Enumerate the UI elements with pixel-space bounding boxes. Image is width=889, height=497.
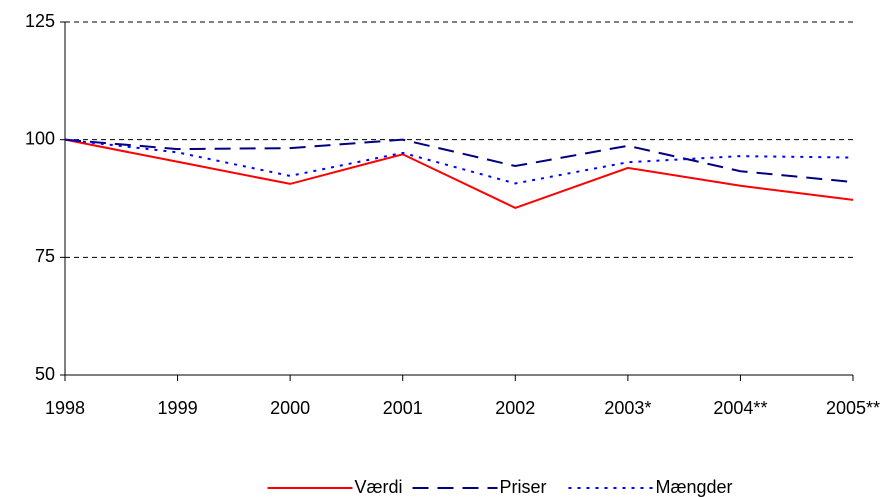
x-tick-label: 1998 xyxy=(45,398,85,418)
legend-label: Mængder xyxy=(656,477,733,497)
legend-label: Værdi xyxy=(355,477,403,497)
x-tick-label: 2003* xyxy=(604,398,651,418)
legend-label: Priser xyxy=(500,477,547,497)
x-tick-label: 2005** xyxy=(826,398,880,418)
data-line xyxy=(64,138,854,209)
y-tick-label: 125 xyxy=(25,11,55,31)
data-line xyxy=(64,138,854,184)
x-tick-label: 2001 xyxy=(383,398,423,418)
y-tick-label: 100 xyxy=(25,128,55,148)
x-tick-label: 2004** xyxy=(713,398,767,418)
data-line xyxy=(64,138,854,185)
x-tick-label: 2002 xyxy=(495,398,535,418)
y-tick-label: 50 xyxy=(35,364,55,384)
x-tick-label: 2000 xyxy=(270,398,310,418)
x-tick-label: 1999 xyxy=(158,398,198,418)
y-tick-label: 75 xyxy=(35,246,55,266)
